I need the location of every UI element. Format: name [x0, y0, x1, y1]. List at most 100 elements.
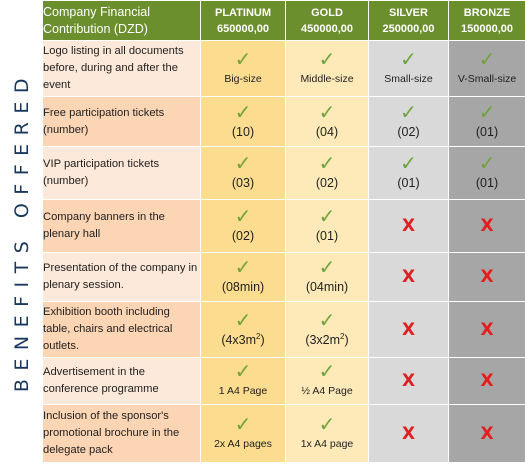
cross-icon: X: [401, 371, 416, 391]
check-icon: ✓: [234, 101, 252, 124]
cell-note: (03): [231, 176, 255, 190]
cell-note: Big-size: [224, 72, 262, 85]
cross-icon: X: [480, 371, 494, 391]
cell-silver: X: [368, 252, 449, 302]
header-label: Company Financial Contribution (DZD): [42, 0, 201, 41]
cell-note: V-Small-size: [457, 72, 517, 85]
cell-note: (01): [475, 124, 499, 139]
size-unit-exponent: 2: [340, 331, 345, 341]
cell-gold: ✓ (04min): [285, 252, 369, 302]
tier-price: 150000,00: [461, 22, 513, 35]
cross-icon: X: [480, 319, 494, 340]
tier-bronze: BRONZE 150000,00: [448, 0, 525, 41]
cell-note: (10): [231, 124, 255, 139]
tier-gold: GOLD 450000,00: [285, 0, 369, 41]
size-text: (4x3m: [221, 332, 257, 347]
cross-icon: X: [480, 423, 494, 444]
cell-note: (02): [231, 229, 255, 243]
tier-price: 650000,00: [217, 22, 269, 35]
cell-note: 2x A4 pages: [214, 437, 272, 450]
table-row: VIP participation tickets (number) ✓ (03…: [1, 146, 525, 200]
check-icon: ✓: [478, 101, 496, 124]
benefit-label: Free participation tickets (number): [42, 96, 201, 147]
benefit-label: Company banners in the plenary hall: [42, 199, 201, 253]
benefit-label: Presentation of the company in plenary s…: [42, 252, 201, 302]
table-row: Exhibition booth including table, chairs…: [1, 301, 525, 358]
cell-platinum: ✓ 2x A4 pages: [200, 404, 286, 463]
check-icon: ✓: [234, 206, 252, 228]
table-row: Inclusion of the sponsor's promotional b…: [1, 404, 525, 463]
cell-note: (4x3m2): [202, 331, 285, 349]
cell-platinum: ✓ 1 A4 Page: [200, 357, 286, 405]
table-row: Free participation tickets (number) ✓ (1…: [1, 96, 525, 147]
tier-silver: SILVER 250000,00: [368, 0, 449, 41]
cell-note: Small-size: [384, 72, 433, 85]
check-icon: ✓: [478, 153, 496, 175]
cell-platinum: ✓ (10): [200, 96, 286, 147]
size-unit-exponent: 2: [256, 331, 261, 341]
table-row: Logo listing in all documents before, du…: [1, 40, 525, 97]
cell-bronze: X: [448, 301, 525, 358]
check-icon: ✓: [318, 257, 336, 279]
cross-icon: X: [401, 216, 416, 236]
cell-silver: ✓ (02): [368, 96, 449, 147]
cell-silver: ✓ Small-size: [368, 40, 449, 97]
side-label-cell: BENEFITS OFFERED: [0, 0, 43, 463]
cell-silver: X: [368, 404, 449, 463]
cross-icon: X: [401, 267, 416, 287]
cell-bronze: ✓ (01): [448, 96, 525, 147]
check-icon: ✓: [400, 153, 417, 175]
cell-silver: ✓ (01): [368, 146, 449, 200]
cell-bronze: X: [448, 404, 525, 463]
check-icon: ✓: [234, 48, 252, 71]
cell-bronze: X: [448, 199, 525, 253]
check-icon: ✓: [234, 153, 252, 175]
benefit-label: VIP participation tickets (number): [42, 146, 201, 200]
cell-note: (02): [397, 124, 420, 139]
table-row: Company banners in the plenary hall ✓ (0…: [1, 199, 525, 253]
cell-platinum: ✓ (4x3m2): [200, 301, 286, 358]
cell-note: (04): [315, 124, 339, 139]
cell-gold: ✓ (04): [285, 96, 369, 147]
cell-note: Middle-size: [300, 72, 354, 85]
cell-gold: ✓ (3x2m2): [285, 301, 369, 358]
tier-name: SILVER: [389, 6, 428, 19]
check-icon: ✓: [234, 257, 252, 279]
cell-gold: ✓ (02): [285, 146, 369, 200]
cell-platinum: ✓ Big-size: [200, 40, 286, 97]
cell-bronze: ✓ (01): [448, 146, 525, 200]
cell-bronze: ✓ V-Small-size: [448, 40, 525, 97]
cell-platinum: ✓ (03): [200, 146, 286, 200]
check-icon: ✓: [318, 361, 336, 383]
cell-note: (04min): [305, 280, 349, 294]
check-icon: ✓: [234, 413, 252, 436]
cell-note: (01): [475, 176, 499, 190]
benefit-label: Logo listing in all documents before, du…: [42, 40, 201, 97]
table-row: Advertisement in the conference programm…: [1, 357, 525, 405]
cell-note: ½ A4 Page: [301, 385, 353, 397]
benefit-label: Exhibition booth including table, chairs…: [42, 301, 201, 358]
cross-icon: X: [401, 423, 416, 444]
cell-note: 1x A4 page: [300, 437, 354, 450]
cell-note: (01): [397, 176, 420, 190]
check-icon: ✓: [234, 361, 252, 383]
tier-price: 250000,00: [382, 22, 435, 35]
cell-note: (3x2m2): [287, 331, 368, 349]
size-text: (3x2m: [305, 332, 341, 347]
cell-note: 1 A4 Page: [218, 385, 268, 397]
tier-platinum: PLATINUM 650000,00: [200, 0, 286, 41]
cell-bronze: X: [448, 357, 525, 405]
cell-note: (01): [315, 229, 339, 243]
check-icon: ✓: [234, 309, 252, 332]
cell-note: (08min): [221, 280, 265, 294]
side-label: BENEFITS OFFERED: [10, 70, 33, 393]
size-close: ): [260, 332, 265, 347]
cell-note: (02): [315, 176, 339, 190]
cell-silver: X: [368, 357, 449, 405]
check-icon: ✓: [318, 206, 336, 228]
benefit-label: Advertisement in the conference programm…: [42, 357, 201, 405]
size-close: ): [344, 332, 349, 347]
check-icon: ✓: [318, 153, 336, 175]
